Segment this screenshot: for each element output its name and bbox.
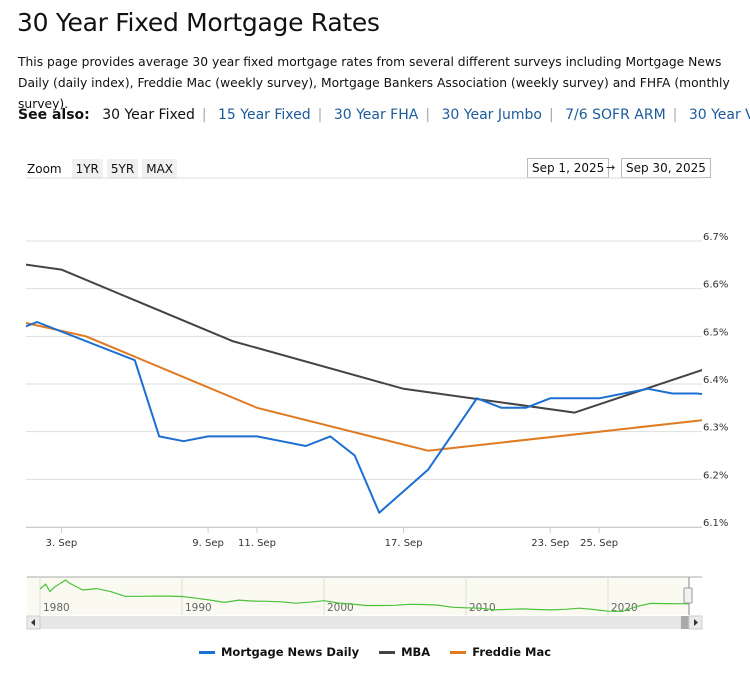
- link-15-year-fixed[interactable]: 15 Year Fixed: [218, 107, 311, 123]
- page-title: 30 Year Fixed Mortgage Rates: [17, 8, 380, 37]
- y-tick-label: 6.6%: [703, 280, 728, 291]
- series-line-mnd: [26, 321, 702, 514]
- x-tick-label: 3. Sep: [46, 538, 78, 549]
- legend-swatch: [379, 650, 396, 654]
- legend-item-mba[interactable]: MBA: [379, 645, 430, 659]
- divider: |: [548, 107, 554, 123]
- y-tick-label: 6.5%: [703, 327, 728, 338]
- x-tick-label: 25. Sep: [580, 538, 618, 549]
- zoom-5yr-button[interactable]: 5YR: [106, 159, 139, 179]
- series-line-freddie: [26, 321, 702, 452]
- navigator-tick-label: 1980: [43, 602, 70, 614]
- legend-label: Mortgage News Daily: [220, 645, 360, 659]
- legend-label: Freddie Mac: [472, 645, 552, 659]
- link-30-year-jumbo[interactable]: 30 Year Jumbo: [441, 107, 542, 123]
- zoom-controls: Zoom 1YR 5YR MAX: [27, 159, 178, 179]
- scrollbar-track: [27, 616, 702, 629]
- scroll-right-arrow-icon: [694, 619, 698, 626]
- zoom-label: Zoom: [27, 162, 62, 176]
- x-tick-label: 23. Sep: [531, 538, 569, 549]
- series-line-mba: [26, 263, 702, 414]
- legend-swatch: [450, 650, 467, 654]
- link-30-year-fha[interactable]: 30 Year FHA: [333, 107, 419, 123]
- divider: |: [201, 107, 207, 123]
- range-to-input[interactable]: Sep 30, 2025: [621, 158, 711, 178]
- zoom-max-button[interactable]: MAX: [142, 159, 178, 179]
- main-chart: 6.1% 6.2% 6.3% 6.4% 6.5% 6.6% 6.7% 3. Sep 9. Sep…: [26, 177, 728, 549]
- divider: |: [317, 107, 323, 123]
- navigator-tick-label: 2000: [327, 602, 354, 614]
- divider: |: [672, 107, 678, 123]
- see-also-label: See also:: [18, 107, 90, 123]
- y-tick-label: 6.3%: [703, 423, 728, 434]
- x-tick-label: 9. Sep: [192, 538, 224, 549]
- navigator-handle: [683, 587, 693, 604]
- scroll-left-arrow-icon: [31, 619, 35, 626]
- x-tick-label: 11. Sep: [238, 538, 276, 549]
- legend-label: MBA: [401, 645, 431, 659]
- range-from-input[interactable]: Sep 1, 2025: [527, 158, 610, 178]
- see-also-nav: See also: 30 Year Fixed | 15 Year Fixed | …: [18, 107, 750, 123]
- navigator-series-line: [39, 579, 689, 613]
- legend: Mortgage News Daily MBA Freddie Mac: [0, 645, 750, 659]
- link-30-year-fixed[interactable]: 30 Year Fixed: [102, 107, 195, 123]
- legend-swatch: [198, 650, 215, 654]
- legend-item-mnd[interactable]: Mortgage News Daily: [198, 645, 360, 659]
- y-tick-label: 6.7%: [703, 232, 728, 243]
- scrollbar-thumb: [681, 616, 689, 629]
- link-30-year-va[interactable]: 30 Year VA: [688, 107, 750, 123]
- navigator-tick-label: 1990: [185, 602, 212, 614]
- link-7-6-sofr-arm[interactable]: 7/6 SOFR ARM: [565, 107, 666, 123]
- legend-item-freddie[interactable]: Freddie Mac: [450, 645, 551, 659]
- x-tick-label: 17. Sep: [385, 538, 423, 549]
- divider: |: [425, 107, 431, 123]
- range-arrow: →: [606, 161, 616, 174]
- series-group: [26, 263, 702, 514]
- navigator[interactable]: 1980 1990 2000 2010 2020: [0, 570, 750, 635]
- y-tick-label: 6.2%: [703, 470, 728, 481]
- y-tick-label: 6.4%: [703, 375, 728, 386]
- page-description: This page provides average 30 year fixed…: [18, 55, 730, 111]
- y-tick-label: 6.1%: [703, 518, 728, 529]
- zoom-1yr-button[interactable]: 1YR: [71, 159, 103, 179]
